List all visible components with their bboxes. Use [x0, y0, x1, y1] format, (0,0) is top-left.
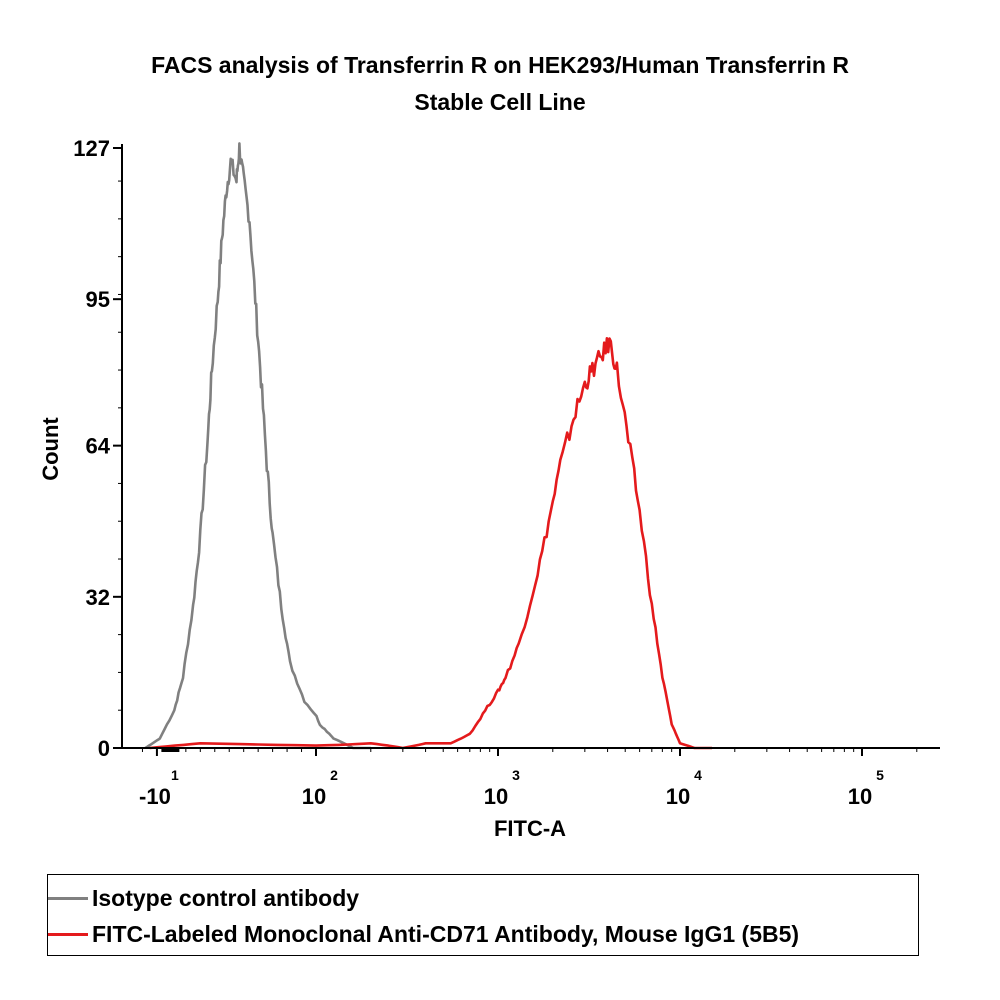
x-tick-exponent: 4	[694, 767, 702, 783]
x-tick-label: -10	[139, 784, 171, 809]
chart-title: FACS analysis of Transferrin R on HEK293…	[151, 52, 849, 78]
y-tick-label: 95	[86, 287, 110, 312]
x-tick-label: 10	[484, 784, 508, 809]
legend-swatch-isotype	[48, 896, 88, 900]
y-tick-label: 127	[73, 136, 110, 161]
y-axis-label: Count	[38, 417, 63, 481]
x-tick-label: 10	[666, 784, 690, 809]
y-tick-label: 32	[86, 585, 110, 610]
x-tick-exponent: 5	[876, 767, 884, 783]
x-axis-label: FITC-A	[494, 816, 566, 841]
x-tick-label: 10	[302, 784, 326, 809]
legend-swatch-cd71	[48, 932, 88, 936]
legend-item-cd71: FITC-Labeled Monoclonal Anti-CD71 Antibo…	[48, 919, 799, 949]
legend-item-isotype: Isotype control antibody	[48, 883, 359, 913]
x-tick-exponent: 3	[512, 767, 520, 783]
series-layer	[144, 142, 712, 750]
y-tick-label: 0	[98, 736, 110, 761]
y-tick-label: 64	[86, 434, 111, 459]
chart-legend: Isotype control antibody FITC-Labeled Mo…	[47, 874, 919, 956]
series-line-1	[149, 337, 712, 750]
x-tick-exponent: 2	[330, 767, 338, 783]
legend-label-isotype: Isotype control antibody	[92, 884, 360, 911]
x-tick-label: 10	[848, 784, 872, 809]
x-tick-exponent: 1	[171, 767, 179, 783]
series-line-0	[144, 142, 371, 750]
legend-label-cd71: FITC-Labeled Monoclonal Anti-CD71 Antibo…	[92, 920, 800, 947]
chart-subtitle: Stable Cell Line	[414, 89, 586, 115]
